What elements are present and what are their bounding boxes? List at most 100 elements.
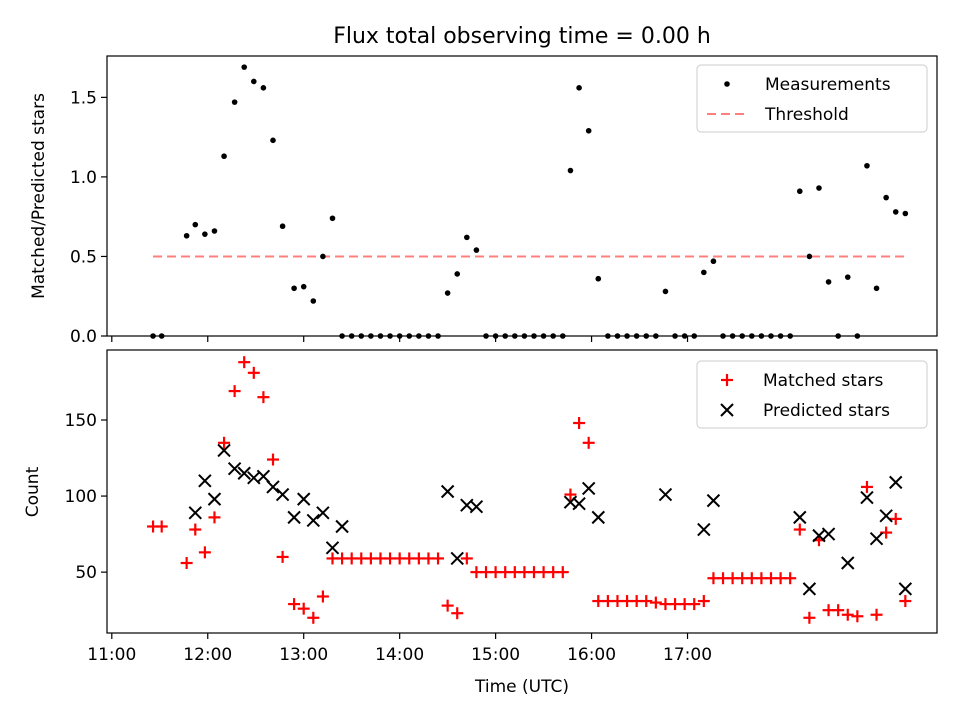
- predicted-star-point: [275, 487, 290, 502]
- matched-star-point: [441, 599, 454, 612]
- measurement-point: [183, 232, 190, 239]
- matched-legend-label: Matched stars: [763, 371, 883, 391]
- matched-star-point: [564, 488, 577, 501]
- matched-star-point: [155, 520, 168, 533]
- predicted-star-point: [296, 492, 311, 506]
- matched-star-point: [870, 608, 883, 621]
- measurement-point: [902, 210, 909, 217]
- matched-star-point: [860, 480, 873, 493]
- measurement-point: [211, 228, 218, 234]
- bottom-legend: Matched stars Predicted stars: [696, 360, 928, 429]
- predicted-star-point: [860, 490, 874, 505]
- bottom-x-tick-label: 12:00: [183, 645, 232, 665]
- measurement-point: [464, 234, 470, 241]
- predicted-star-point: [227, 461, 242, 476]
- measurement-point: [310, 298, 317, 304]
- matched-star-point: [267, 453, 279, 466]
- measurement-point: [231, 99, 238, 105]
- matched-star-point: [276, 550, 289, 563]
- measurement-point: [444, 290, 451, 296]
- measurement-point: [585, 127, 592, 134]
- top-legend: Measurements Threshold: [696, 64, 928, 133]
- measurement-point: [454, 271, 461, 277]
- measurements-legend-label: Measurements: [765, 75, 891, 95]
- measurement-point: [844, 274, 851, 280]
- matched-star-point: [899, 595, 912, 608]
- matched-star-point: [889, 512, 902, 525]
- bottom-y-tick-label: 150: [65, 411, 97, 431]
- matched-star-point: [316, 590, 329, 603]
- matched-star-point: [247, 366, 260, 379]
- measurement-point: [873, 285, 880, 292]
- measurement-point: [796, 188, 803, 195]
- matched-star-point: [257, 391, 270, 404]
- threshold-legend-label: Threshold: [764, 105, 849, 125]
- predicted-legend-marker: [720, 403, 734, 417]
- measurement-point: [202, 231, 208, 237]
- measurement-point: [241, 64, 248, 70]
- measurement-point: [710, 258, 717, 265]
- matched-star-point: [640, 595, 653, 608]
- predicted-star-point: [869, 531, 884, 546]
- measurement-point: [270, 137, 276, 144]
- measurement-point: [329, 215, 336, 222]
- bottom-y-tick-label: 100: [65, 487, 97, 507]
- matched-star-point: [297, 602, 310, 615]
- measurement-point: [251, 78, 257, 85]
- predicted-star-point: [217, 443, 231, 458]
- bottom-y-tick-label: 50: [75, 563, 97, 583]
- matched-star-point: [697, 595, 710, 608]
- predicted-star-point: [591, 510, 605, 525]
- measurement-point: [806, 253, 813, 260]
- measurement-point: [662, 288, 669, 295]
- measurement-point: [864, 162, 870, 169]
- matched-star-point: [180, 557, 193, 570]
- measurement-point: [192, 221, 199, 228]
- measurement-point: [221, 153, 227, 160]
- matched-star-point: [307, 611, 320, 624]
- bottom-plot-frame: [106, 349, 938, 634]
- measurement-point: [300, 283, 307, 290]
- measurement-point: [320, 253, 326, 260]
- bottom-x-tick-label: 17:00: [663, 645, 712, 665]
- predicted-star-point: [697, 522, 711, 537]
- measurement-point: [576, 85, 582, 91]
- matched-star-point: [573, 417, 586, 430]
- predicted-star-point: [335, 519, 349, 534]
- bottom-y-axis-label: Count: [23, 466, 43, 517]
- predicted-star-point: [207, 492, 222, 506]
- matched-star-point: [288, 598, 301, 611]
- measurement-point: [701, 269, 707, 276]
- top-y-tick-label: 1.0: [70, 168, 97, 188]
- measurement-point: [473, 247, 480, 253]
- matched-star-point: [228, 385, 241, 398]
- top-plot-frame: [106, 55, 938, 337]
- predicted-star-point: [581, 481, 596, 496]
- top-y-tick-label: 1.5: [70, 88, 97, 108]
- top-y-axis-label: Matched/Predicted stars: [29, 93, 49, 299]
- bottom-x-tick-label: 14:00: [375, 645, 424, 665]
- predicted-star-point: [793, 510, 807, 525]
- top-y-tick-label: 0.5: [70, 247, 97, 267]
- matched-star-point: [432, 552, 445, 565]
- measurement-point: [260, 85, 267, 91]
- predicted-star-point: [198, 474, 212, 488]
- top-y-ticks: 0.0 0.5 1.0 1.5: [70, 88, 107, 347]
- measurement-point: [291, 285, 297, 292]
- matched-star-point: [218, 436, 231, 449]
- predicted-star-point: [287, 510, 301, 525]
- measurements-legend-marker: [724, 81, 730, 87]
- measurement-point: [595, 275, 602, 282]
- predicted-star-point: [898, 582, 913, 596]
- matched-star-point: [238, 356, 251, 369]
- matched-star-point: [784, 572, 797, 585]
- predicted-star-points: [188, 443, 913, 596]
- matched-star-point: [832, 604, 845, 617]
- predicted-star-point: [841, 556, 855, 570]
- top-y-tick-label: 0.0: [70, 327, 97, 347]
- bottom-x-tick-label: 11:00: [87, 645, 136, 665]
- matched-star-point: [460, 552, 473, 565]
- predicted-star-point: [316, 506, 330, 520]
- measurement-point: [883, 194, 889, 201]
- bottom-x-tick-label: 16:00: [567, 645, 616, 665]
